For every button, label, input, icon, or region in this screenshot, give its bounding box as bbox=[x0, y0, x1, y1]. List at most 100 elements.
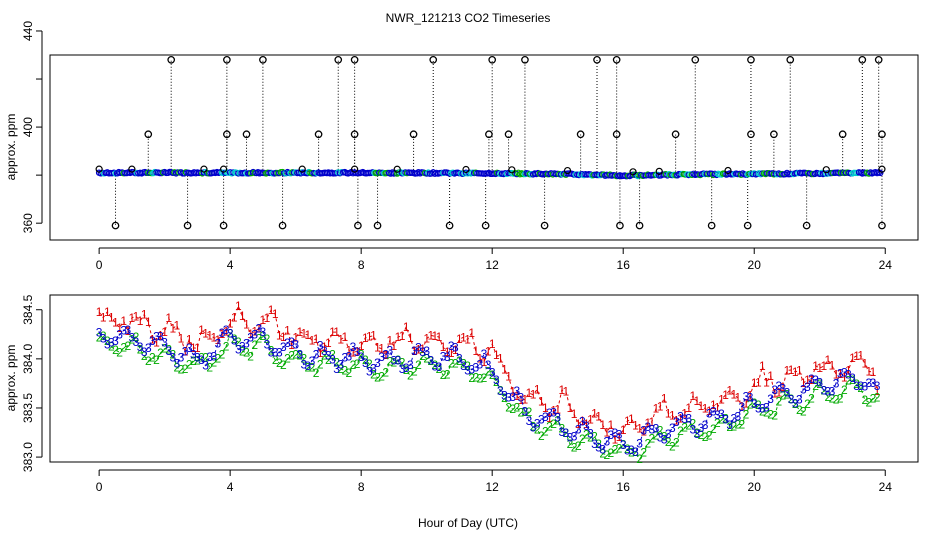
series-2-point: 2 bbox=[337, 362, 344, 376]
bottom-x-tick-label: 8 bbox=[358, 480, 365, 494]
spike-point bbox=[373, 221, 382, 230]
series-1-point: 1 bbox=[358, 339, 365, 353]
series-2-point: 2 bbox=[108, 340, 115, 354]
series-1-point: 1 bbox=[260, 313, 267, 327]
series-2-point: 2 bbox=[448, 356, 455, 370]
series-3-point: 3 bbox=[190, 348, 197, 362]
series-1-point: 1 bbox=[464, 333, 471, 347]
series-1-point: 1 bbox=[341, 330, 348, 344]
spike-point bbox=[219, 221, 228, 230]
bottom-marks: 1111111111111111111111111111111111111111… bbox=[96, 299, 881, 466]
series-1-point: 1 bbox=[608, 418, 615, 432]
series-3-point: 3 bbox=[133, 335, 140, 349]
series-1-point: 1 bbox=[583, 417, 590, 431]
series-3-point: 3 bbox=[718, 407, 725, 421]
series-3-point: 3 bbox=[432, 360, 439, 374]
series-3-point: 3 bbox=[730, 412, 737, 426]
series-2-point: 2 bbox=[260, 329, 267, 343]
series-2-point: 2 bbox=[530, 419, 537, 433]
series-2-point: 2 bbox=[423, 351, 430, 365]
series-1-point: 1 bbox=[751, 376, 758, 390]
bottom-panel: approx. ppm 0 4 8 12 16 20 24383.0383.5384.038… bbox=[4, 294, 919, 494]
series-1-point: 1 bbox=[734, 391, 741, 405]
series-2-point: 2 bbox=[681, 421, 688, 435]
series-3-point: 3 bbox=[538, 413, 545, 427]
series-2-point: 2 bbox=[141, 349, 148, 363]
spike-point bbox=[786, 55, 795, 64]
series-2-point: 2 bbox=[825, 390, 832, 404]
series-1-point: 1 bbox=[726, 383, 733, 397]
series-2-point: 2 bbox=[198, 351, 205, 365]
series-2-point: 2 bbox=[444, 367, 451, 381]
spike-point bbox=[707, 221, 716, 230]
series-2-point: 2 bbox=[235, 335, 242, 349]
series-1-point: 1 bbox=[542, 401, 549, 415]
series-1-point: 1 bbox=[493, 348, 500, 362]
baseline-outlier-point bbox=[655, 167, 663, 175]
series-2-point: 2 bbox=[346, 366, 353, 380]
series-3-point: 3 bbox=[268, 345, 275, 359]
series-3-point: 3 bbox=[456, 352, 463, 366]
series-2-point: 2 bbox=[730, 420, 737, 434]
baseline-outlier-point bbox=[351, 165, 359, 173]
series-2-point: 2 bbox=[771, 409, 778, 423]
series-2-point: 2 bbox=[153, 353, 160, 367]
series-3-point: 3 bbox=[350, 340, 357, 354]
series-3-point: 3 bbox=[96, 326, 103, 340]
series-2-point: 2 bbox=[661, 430, 668, 444]
series-1-point: 1 bbox=[677, 411, 684, 425]
spike-point bbox=[144, 130, 153, 139]
series-1-point: 1 bbox=[743, 396, 750, 410]
baseline-outlier-point bbox=[298, 165, 306, 173]
series-2-point: 2 bbox=[96, 330, 103, 344]
series-3-point: 3 bbox=[808, 372, 815, 386]
series-2-point: 2 bbox=[583, 428, 590, 442]
spike-point bbox=[409, 130, 418, 139]
spike-point bbox=[481, 221, 490, 230]
series-1-point: 1 bbox=[481, 355, 488, 369]
spike-point bbox=[504, 130, 513, 139]
series-1-point: 1 bbox=[550, 404, 557, 418]
series-3-point: 3 bbox=[452, 341, 459, 355]
series-3-point: 3 bbox=[444, 350, 451, 364]
series-1-point: 1 bbox=[346, 344, 353, 358]
series-1-point: 1 bbox=[239, 309, 246, 323]
spike-point bbox=[743, 221, 752, 230]
series-1-point: 1 bbox=[264, 311, 271, 325]
series-2-point: 2 bbox=[382, 366, 389, 380]
series-1-point: 1 bbox=[362, 331, 369, 345]
series-2-point: 2 bbox=[239, 344, 246, 358]
baseline-outlier-point bbox=[629, 168, 637, 176]
series-1-point: 1 bbox=[685, 401, 692, 415]
series-2-point: 2 bbox=[264, 332, 271, 346]
series-3-point: 3 bbox=[563, 426, 570, 440]
series-2-point: 2 bbox=[870, 392, 877, 406]
series-1-point: 1 bbox=[571, 407, 578, 421]
top-y-tick-label: 440 bbox=[21, 21, 35, 41]
bottom-y-tick-label: 384.0 bbox=[21, 344, 35, 374]
series-3-point: 3 bbox=[223, 323, 230, 337]
series-2-point: 2 bbox=[206, 361, 213, 375]
baseline-outlier-point bbox=[128, 165, 136, 173]
series-3-point: 3 bbox=[386, 344, 393, 358]
series-1-point: 1 bbox=[767, 369, 774, 383]
series-3-point: 3 bbox=[673, 415, 680, 429]
series-2-point: 2 bbox=[255, 331, 262, 345]
series-3-point: 3 bbox=[837, 367, 844, 381]
series-2-point: 2 bbox=[112, 343, 119, 357]
series-2-point: 2 bbox=[403, 363, 410, 377]
series-2-point: 2 bbox=[161, 342, 168, 356]
series-2-point: 2 bbox=[820, 383, 827, 397]
top-x-tick-label: 8 bbox=[358, 258, 365, 272]
series-3-point: 3 bbox=[833, 376, 840, 390]
spike-point bbox=[259, 55, 267, 64]
series-3-point: 3 bbox=[243, 337, 250, 351]
series-2-point: 2 bbox=[178, 362, 185, 376]
series-2-point: 2 bbox=[116, 345, 123, 359]
series-2-point: 2 bbox=[276, 356, 283, 370]
series-2-point: 2 bbox=[632, 445, 639, 459]
series-1-point: 1 bbox=[517, 393, 524, 407]
series-1-point: 1 bbox=[178, 331, 185, 345]
series-1-point: 1 bbox=[300, 327, 307, 341]
top-x-tick-label: 24 bbox=[879, 258, 893, 272]
